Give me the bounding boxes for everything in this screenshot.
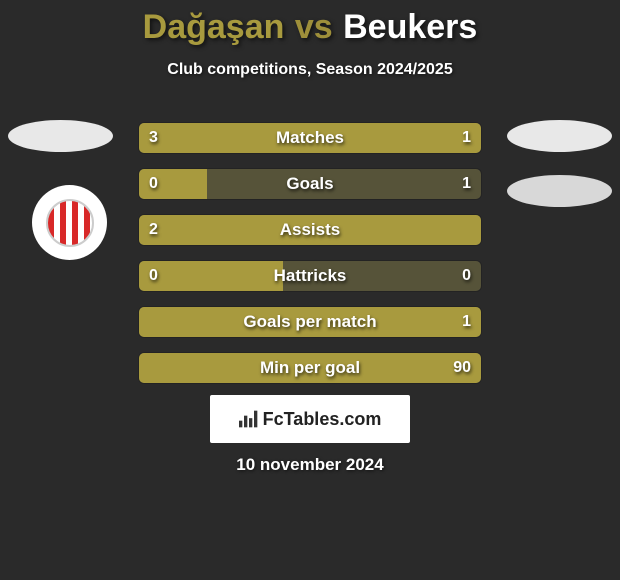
psv-badge-inner xyxy=(46,199,94,247)
team-badge-right-placeholder-2 xyxy=(507,175,612,207)
logo-icon xyxy=(239,410,259,428)
stat-bar-left-fill xyxy=(139,261,283,291)
title-vs: vs xyxy=(295,8,333,46)
title-row: Dağaşan vs Beukers xyxy=(0,0,620,47)
subtitle: Club competitions, Season 2024/2025 xyxy=(0,61,620,79)
team-badge-left-placeholder xyxy=(8,120,113,152)
comparison-chart: 31Matches 01Goals 2Assists 00Hattricks 1Goal… xyxy=(138,122,482,398)
stat-bar-right-fill xyxy=(396,123,482,153)
psv-badge xyxy=(32,185,107,260)
title-player-right: Beukers xyxy=(343,8,477,46)
stat-row: 31Matches xyxy=(138,122,482,154)
footer-date: 10 november 2024 xyxy=(0,455,620,475)
footer-logo-text: FcTables.com xyxy=(263,409,382,430)
stat-row: 01Goals xyxy=(138,168,482,200)
stat-bar-right-fill xyxy=(139,307,481,337)
stat-row: 1Goals per match xyxy=(138,306,482,338)
team-badge-right-placeholder xyxy=(507,120,612,152)
stat-row: 2Assists xyxy=(138,214,482,246)
stat-bar-left-fill xyxy=(139,169,207,199)
stat-bar-left-fill xyxy=(139,215,481,245)
stat-bar-right-fill xyxy=(139,353,481,383)
stat-bar-left-fill xyxy=(139,123,396,153)
title-player-left: Dağaşan xyxy=(143,8,285,46)
stat-row: 00Hattricks xyxy=(138,260,482,292)
footer-logo: FcTables.com xyxy=(210,395,410,443)
stat-row: 90Min per goal xyxy=(138,352,482,384)
